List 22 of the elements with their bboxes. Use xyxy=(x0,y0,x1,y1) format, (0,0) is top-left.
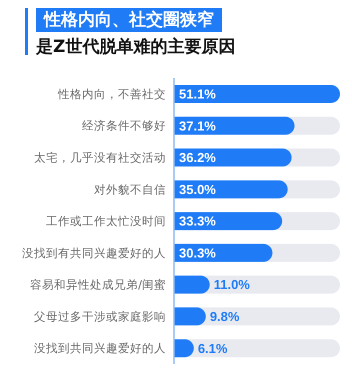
data-label: 35.0% xyxy=(179,182,216,197)
y-tick-label: 性格内向，不善社交 xyxy=(57,86,166,101)
y-tick-label: 对外貌不自信 xyxy=(94,182,166,196)
data-label: 9.8% xyxy=(210,308,240,324)
data-label: 30.3% xyxy=(179,245,216,260)
bar xyxy=(174,276,210,294)
data-label: 11.0% xyxy=(214,277,250,292)
data-label: 6.1% xyxy=(198,340,228,356)
chart-title: 性格内向、社交圈狭窄 xyxy=(36,8,222,32)
y-tick-label: 容易和异性处成兄弟/闺蜜 xyxy=(30,278,166,292)
data-label: 33.3% xyxy=(179,214,216,229)
data-label: 36.2% xyxy=(179,150,216,166)
y-tick-label: 父母过多干涉或家庭影响 xyxy=(34,309,166,324)
y-tick-label: 太宅，几乎没有社交活动 xyxy=(34,150,166,165)
chart-subtitle: 是Z世代脱单难的主要原因 xyxy=(36,36,236,58)
data-label: 51.1% xyxy=(179,86,216,102)
data-label: 37.1% xyxy=(179,118,216,134)
bar xyxy=(174,307,206,326)
y-tick-label: 没找到有共同兴趣爱好的人 xyxy=(22,246,166,260)
y-tick-label: 工作或工作太忙没时间 xyxy=(46,214,166,228)
y-tick-label: 没找到共同兴趣爱好的人 xyxy=(34,341,166,356)
y-tick-label: 经济条件不够好 xyxy=(82,118,166,133)
